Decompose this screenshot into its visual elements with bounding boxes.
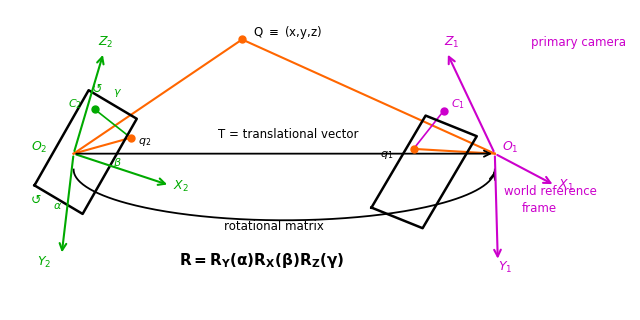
Text: $O_1$: $O_1$ [502, 140, 518, 155]
Text: $\circlearrowleft$: $\circlearrowleft$ [89, 84, 102, 96]
Text: $\beta$: $\beta$ [113, 156, 122, 170]
Text: $Y_1$: $Y_1$ [498, 260, 512, 275]
Text: $q_2$: $q_2$ [138, 136, 151, 148]
Text: $Z_1$: $Z_1$ [444, 35, 460, 50]
Text: $\alpha$: $\alpha$ [52, 201, 61, 211]
Text: frame: frame [522, 202, 557, 215]
Text: $C_1$: $C_1$ [451, 98, 465, 111]
Text: $X_2$: $X_2$ [173, 179, 189, 194]
Text: T = translational vector: T = translational vector [218, 128, 358, 141]
Text: $\circlearrowleft$: $\circlearrowleft$ [28, 195, 42, 207]
Text: primary camera: primary camera [531, 36, 626, 49]
Text: $q_1$: $q_1$ [381, 149, 394, 161]
Text: Q $\equiv$ (x,y,z): Q $\equiv$ (x,y,z) [253, 24, 322, 41]
Text: $\gamma$: $\gamma$ [113, 87, 122, 99]
Text: $Z_2$: $Z_2$ [98, 35, 113, 50]
Text: world reference: world reference [504, 185, 596, 198]
Text: $\mathbf{R=R_Y(\alpha)R_X(\beta)R_Z(\gamma)}$: $\mathbf{R=R_Y(\alpha)R_X(\beta)R_Z(\gam… [179, 251, 344, 270]
Text: $O_2$: $O_2$ [31, 140, 48, 155]
Text: rotational matrix: rotational matrix [224, 220, 324, 233]
Text: $Y_2$: $Y_2$ [38, 255, 52, 270]
Text: $X_1$: $X_1$ [558, 178, 574, 193]
Text: $C_2$: $C_2$ [68, 98, 81, 111]
